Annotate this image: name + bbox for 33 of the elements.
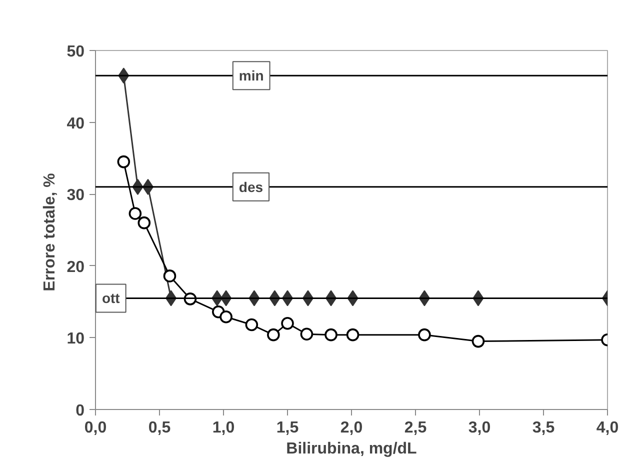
ref-line-label: ott xyxy=(102,290,120,306)
y-tick-label: 50 xyxy=(66,44,85,60)
x-tick-label: 3,5 xyxy=(532,420,555,436)
ref-line-label: des xyxy=(238,178,264,195)
x-tick-label: 3,0 xyxy=(468,420,491,436)
x-tick-label: 2,0 xyxy=(340,420,363,436)
y-tick-label: 20 xyxy=(66,258,85,276)
point xyxy=(472,334,485,348)
x-tick-label: 4,0 xyxy=(596,420,619,436)
x-tick-label: 1,5 xyxy=(276,420,299,436)
point xyxy=(245,318,258,332)
x-tick-label: 2,5 xyxy=(404,420,427,436)
y-tick-label: 10 xyxy=(66,330,85,348)
point xyxy=(324,328,338,342)
y-tick-label: 30 xyxy=(66,187,85,204)
point xyxy=(300,328,314,340)
point xyxy=(117,155,130,168)
point xyxy=(128,207,142,220)
x-tick-label: 0,5 xyxy=(148,420,171,436)
x-tick-label: 1,0 xyxy=(212,420,235,436)
point xyxy=(346,328,360,342)
y-tick-label: 40 xyxy=(66,115,85,132)
ref-line-label: min xyxy=(238,68,264,84)
point xyxy=(281,316,294,330)
y-tick-label: 0 xyxy=(76,402,85,420)
x-axis-title: Bilirubina, mg/dL xyxy=(286,440,418,458)
y-axis-title: Errore totale, % xyxy=(42,173,59,292)
point xyxy=(138,216,151,230)
point xyxy=(220,310,232,324)
point xyxy=(418,328,431,342)
point xyxy=(267,328,280,342)
point xyxy=(163,270,176,282)
x-tick-label: 0,0 xyxy=(84,420,107,436)
